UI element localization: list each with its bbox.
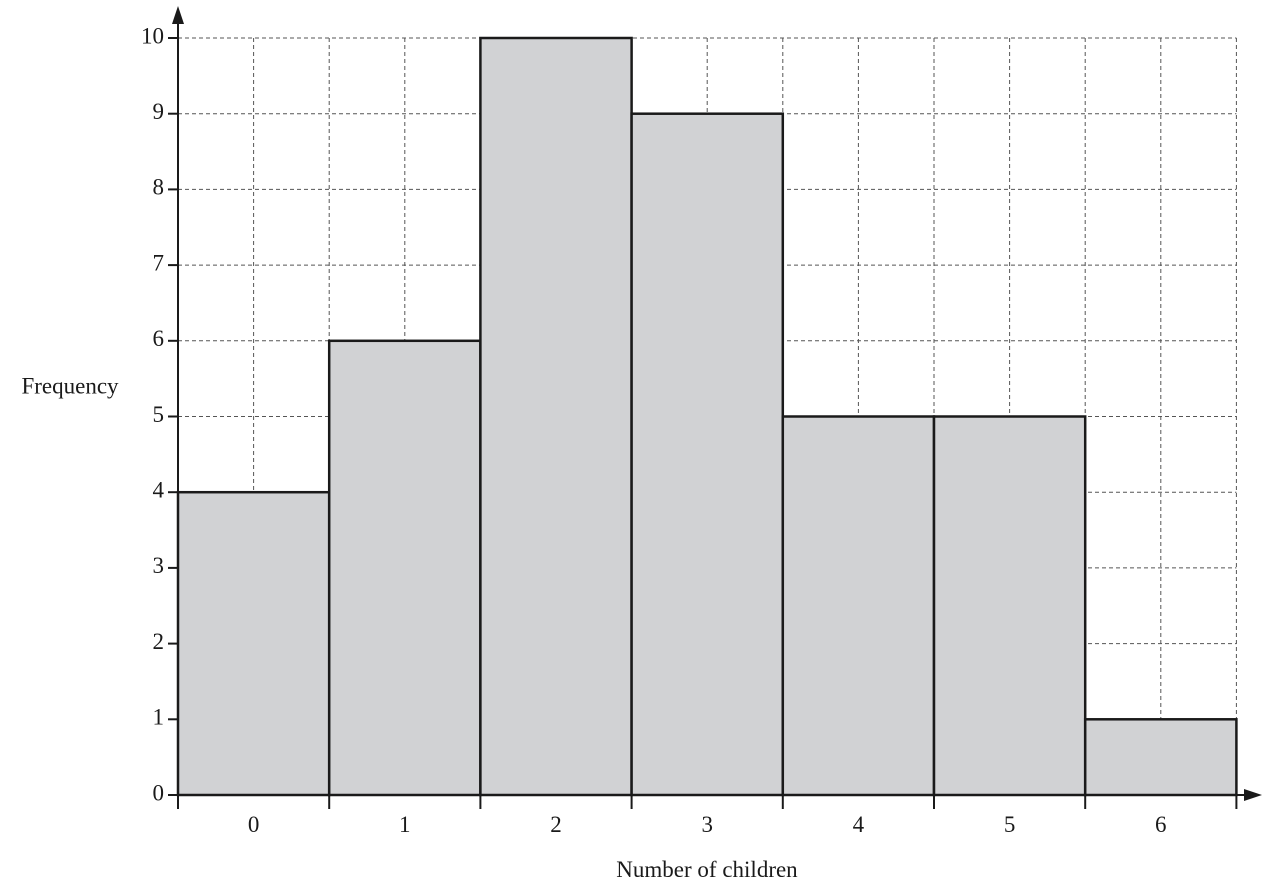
- y-tick-labels: 0 1 2 3 4 5 6 7 8 9 10: [141, 23, 165, 805]
- axes: [168, 6, 1262, 809]
- x-axis-title: Number of children: [616, 857, 798, 882]
- bar: [1083, 718, 1238, 797]
- x-tick-label: 2: [550, 812, 562, 837]
- y-tick-label: 6: [153, 326, 165, 351]
- y-tick-label: 1: [153, 705, 165, 730]
- y-axis-arrow-icon: [172, 6, 184, 24]
- bars: [176, 36, 1238, 797]
- y-tick-label: 7: [153, 250, 165, 275]
- x-tick-label: 4: [853, 812, 865, 837]
- bar: [781, 415, 936, 797]
- y-tick-label: 10: [141, 23, 164, 48]
- bar: [479, 36, 633, 797]
- y-tick-label: 3: [153, 553, 165, 578]
- x-tick-label: 1: [399, 812, 411, 837]
- x-axis-arrow-icon: [1244, 789, 1262, 801]
- y-tick-label: 0: [153, 780, 165, 805]
- x-tick-label: 6: [1155, 812, 1167, 837]
- bar: [932, 415, 1087, 797]
- x-tick-labels: 0 1 2 3 4 5 6: [248, 812, 1167, 837]
- y-tick-label: 9: [153, 99, 165, 124]
- y-tick-label: 5: [153, 402, 165, 427]
- x-tick-label: 3: [701, 812, 713, 837]
- x-tick-label: 5: [1004, 812, 1016, 837]
- bar: [327, 339, 482, 797]
- y-tick-label: 8: [153, 175, 165, 200]
- y-axis-title: Frequency: [21, 373, 119, 398]
- y-tick-label: 4: [153, 477, 165, 502]
- bar: [176, 490, 331, 797]
- y-tick-label: 2: [153, 629, 165, 654]
- x-tick-label: 0: [248, 812, 260, 837]
- bar: [630, 112, 785, 797]
